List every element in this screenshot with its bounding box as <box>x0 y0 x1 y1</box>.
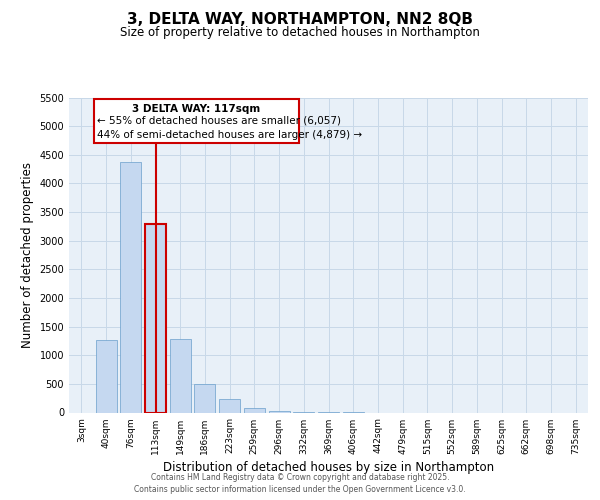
Text: ← 55% of detached houses are smaller (6,057): ← 55% of detached houses are smaller (6,… <box>97 116 341 126</box>
X-axis label: Distribution of detached houses by size in Northampton: Distribution of detached houses by size … <box>163 460 494 473</box>
Text: Size of property relative to detached houses in Northampton: Size of property relative to detached ho… <box>120 26 480 39</box>
Text: Contains public sector information licensed under the Open Government Licence v3: Contains public sector information licen… <box>134 485 466 494</box>
Bar <box>170 339 191 412</box>
Text: 3 DELTA WAY: 117sqm: 3 DELTA WAY: 117sqm <box>132 104 260 115</box>
Bar <box>145 224 166 412</box>
Bar <box>94 98 299 144</box>
Text: 44% of semi-detached houses are larger (4,879) →: 44% of semi-detached houses are larger (… <box>97 130 362 140</box>
Bar <box>244 408 265 412</box>
Text: 3, DELTA WAY, NORTHAMPTON, NN2 8QB: 3, DELTA WAY, NORTHAMPTON, NN2 8QB <box>127 12 473 28</box>
Bar <box>120 162 141 412</box>
Text: Contains HM Land Registry data © Crown copyright and database right 2025.: Contains HM Land Registry data © Crown c… <box>151 472 449 482</box>
Bar <box>95 340 116 412</box>
Bar <box>219 399 240 412</box>
Bar <box>194 384 215 412</box>
Y-axis label: Number of detached properties: Number of detached properties <box>21 162 34 348</box>
